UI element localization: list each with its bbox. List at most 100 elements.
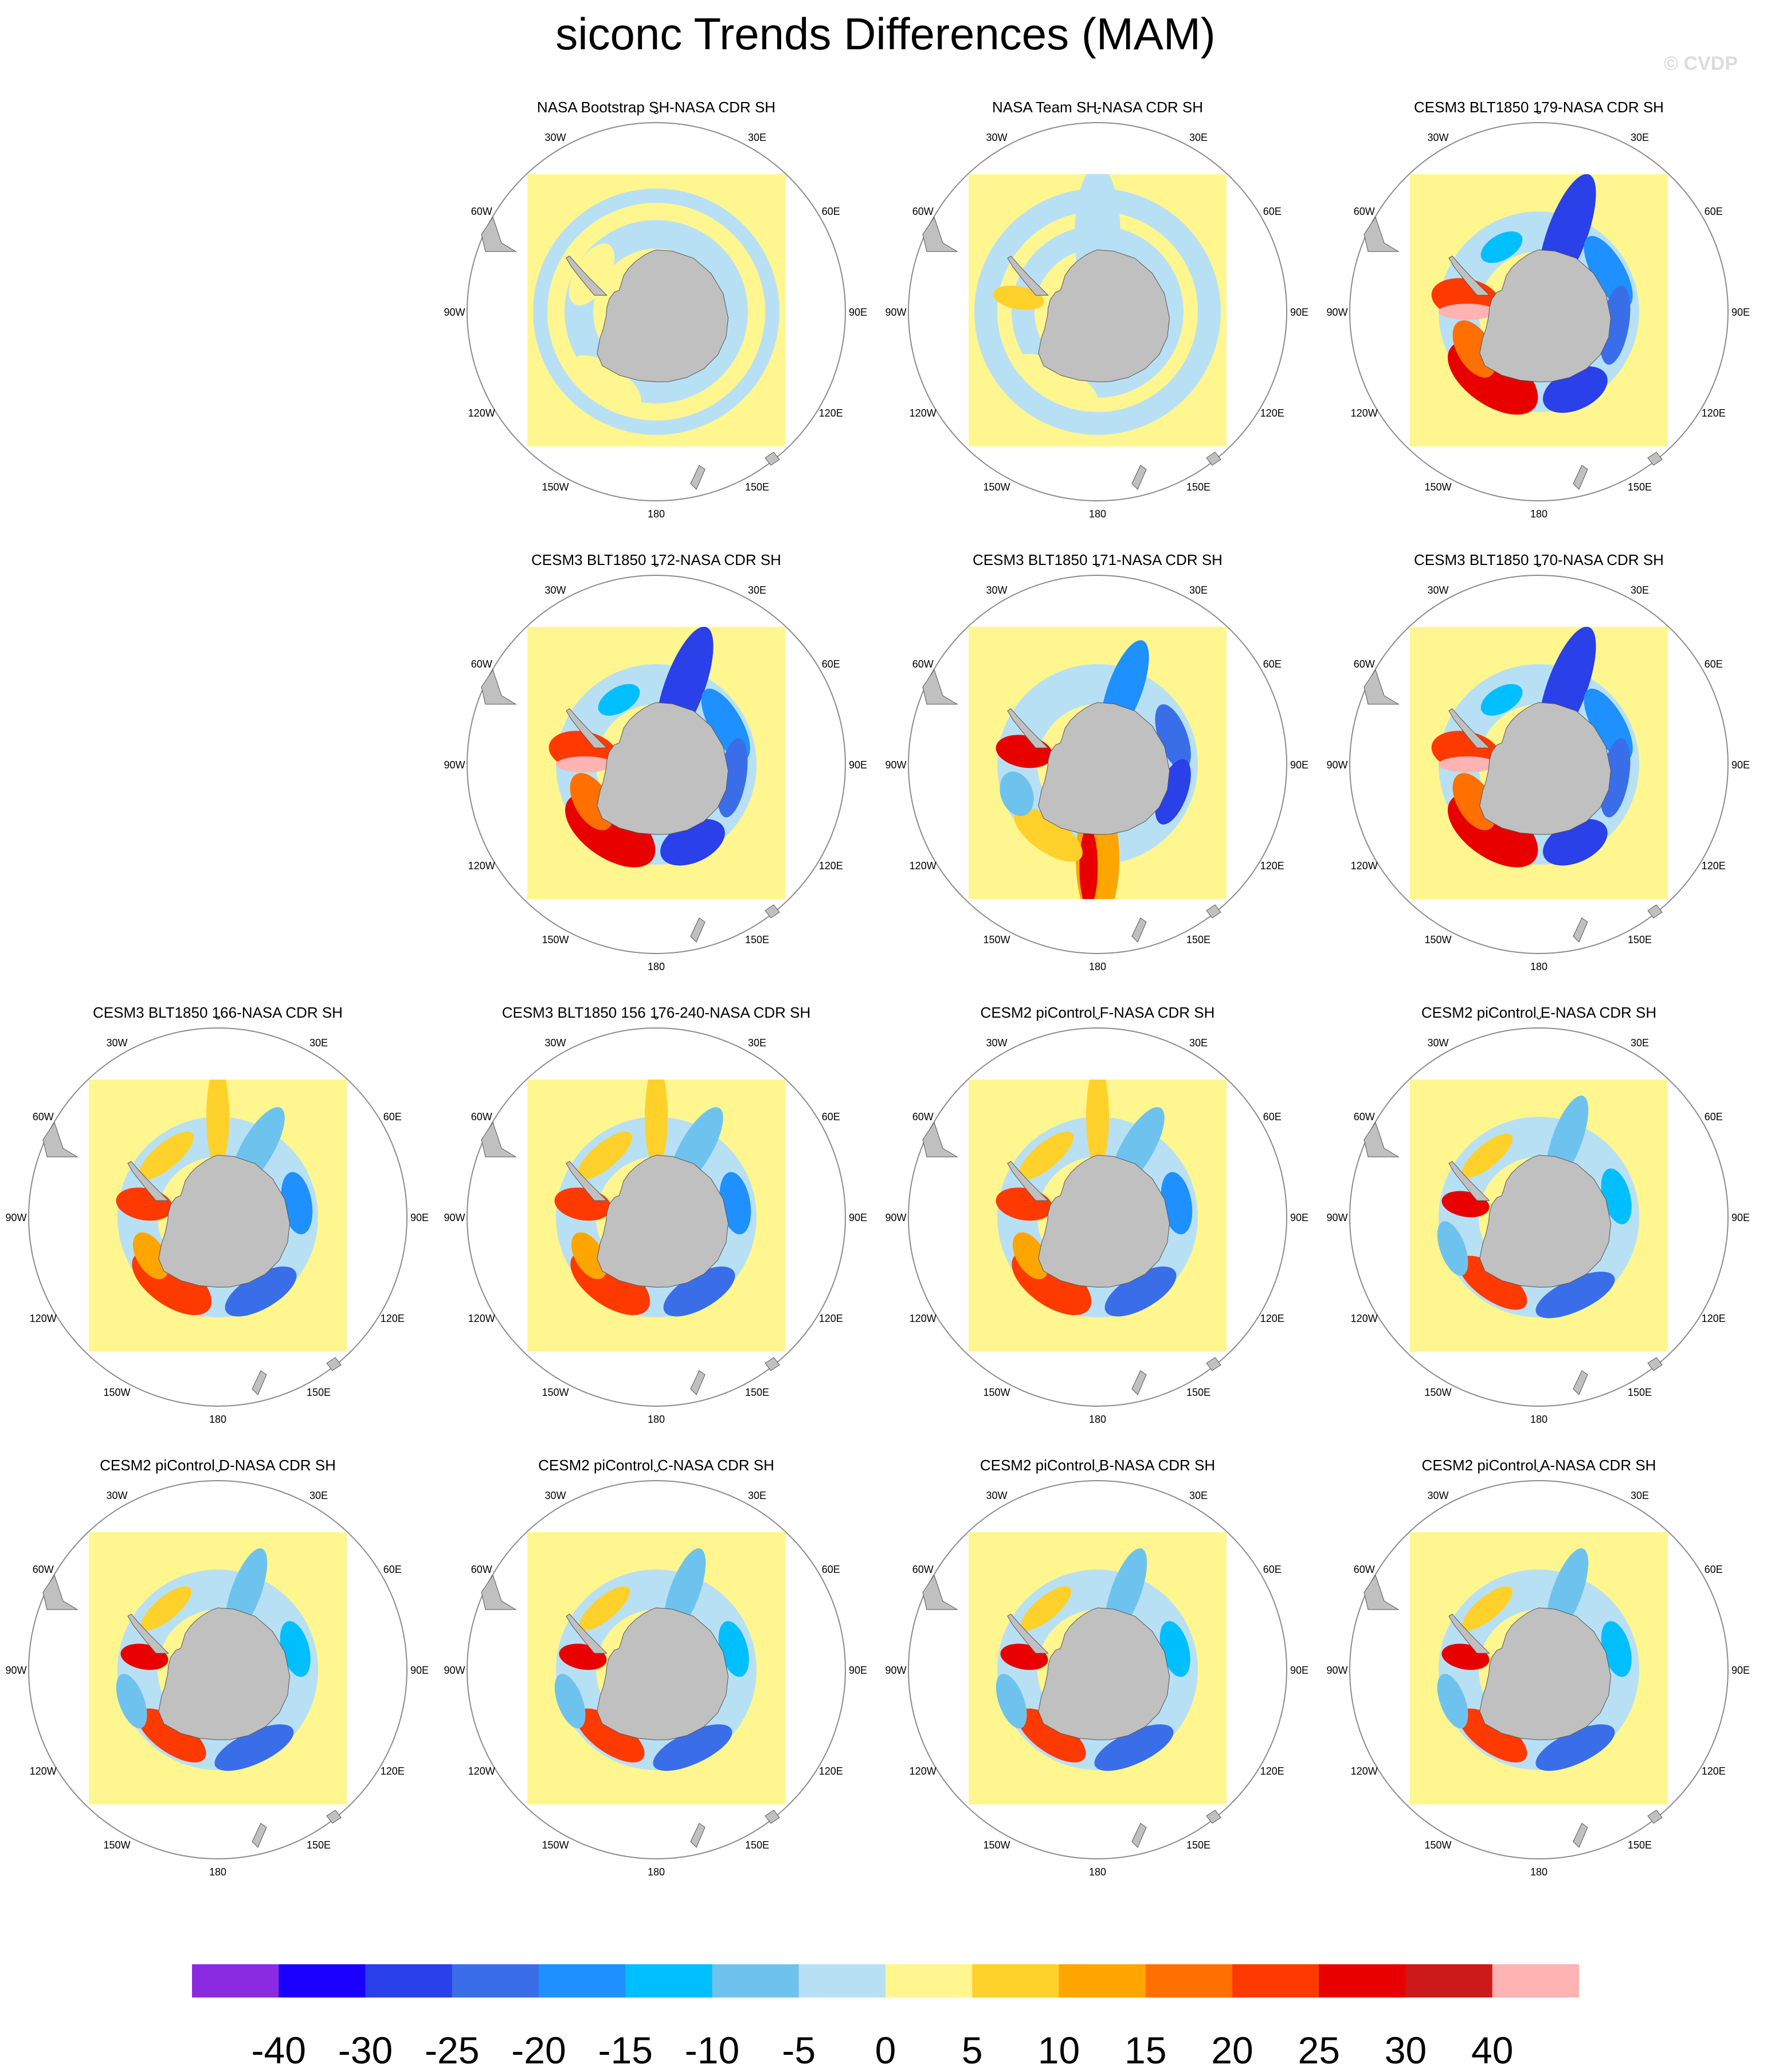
new-zealand-landmass bbox=[1573, 917, 1588, 943]
antarctica-landmass bbox=[597, 249, 729, 382]
colorbar-tick-label: -10 bbox=[684, 2029, 740, 2071]
longitude-label: 0 bbox=[653, 564, 659, 569]
longitude-label: 30E bbox=[748, 132, 766, 143]
longitude-label: 0 bbox=[653, 111, 659, 116]
longitude-label: 60E bbox=[1263, 206, 1282, 217]
anomaly-field bbox=[969, 1532, 1227, 1804]
longitude-label: 60E bbox=[383, 1564, 402, 1575]
antarctica-landmass bbox=[597, 702, 729, 835]
longitude-label: 60W bbox=[1354, 658, 1375, 670]
longitude-label: 150E bbox=[745, 481, 769, 493]
antarctic-peninsula bbox=[1448, 1161, 1490, 1201]
longitude-label: 60E bbox=[1263, 1111, 1282, 1123]
antarctic-peninsula bbox=[1007, 256, 1049, 296]
map-panel: CESM2 piControl A-NASA CDR SH0 30E 60E 90E 1… bbox=[1321, 1457, 1757, 1909]
colorbar-tick-label: 10 bbox=[1037, 2029, 1080, 2071]
antarctic-peninsula bbox=[1448, 1614, 1490, 1654]
polar-map: 0 30E 60E 90E 120E 150E 180 150W 120W 90W 60W 30W bbox=[1326, 1017, 1750, 1425]
longitude-label: 90E bbox=[410, 1212, 429, 1223]
colorbar-tick-label: -40 bbox=[251, 2029, 306, 2071]
antarctica-landmass bbox=[1038, 1155, 1170, 1288]
tasmania-landmass bbox=[1206, 904, 1221, 919]
longitude-label: 30W bbox=[1427, 584, 1448, 596]
longitude-label: 0 bbox=[1095, 1469, 1100, 1474]
colorbar-swatch bbox=[712, 1964, 800, 1998]
colorbar-tick-label: 15 bbox=[1124, 2029, 1167, 2071]
tasmania-landmass bbox=[765, 904, 780, 919]
polar-map: 0 30E 60E 90E 120E 150E 180 150W 120W 90W 60W 30W bbox=[885, 564, 1308, 972]
longitude-label: 0 bbox=[1095, 1017, 1100, 1022]
longitude-label: 120E bbox=[1260, 860, 1284, 872]
colorbar-tick-label: 30 bbox=[1384, 2029, 1427, 2071]
new-zealand-landmass bbox=[1131, 1823, 1147, 1848]
tasmania-landmass bbox=[1206, 452, 1221, 466]
longitude-label: 30W bbox=[986, 1037, 1007, 1049]
map-panel: CESM3 BLT1850 166-NASA CDR SH0 30E 60E 90E 1… bbox=[0, 1004, 436, 1457]
antarctica-landmass bbox=[1479, 1607, 1612, 1740]
longitude-label: 180 bbox=[1089, 1414, 1106, 1425]
longitude-label: 30W bbox=[986, 584, 1007, 596]
longitude-label: 0 bbox=[1536, 1469, 1542, 1474]
longitude-label: 150E bbox=[745, 934, 769, 945]
south-america-landmass bbox=[481, 1121, 517, 1157]
antarctic-peninsula bbox=[1007, 708, 1049, 748]
longitude-label: 180 bbox=[648, 508, 665, 520]
map-panel: CESM3 BLT1850 170-NASA CDR SH0 30E 60E 90E 1… bbox=[1321, 551, 1757, 1004]
longitude-label: 30W bbox=[106, 1490, 127, 1501]
map-panel: CESM3 BLT1850 172-NASA CDR SH0 30E 60E 90E 1… bbox=[438, 551, 874, 1004]
longitude-label: 30W bbox=[544, 1037, 566, 1049]
longitude-label: 180 bbox=[1530, 508, 1547, 520]
south-america-landmass bbox=[1363, 1121, 1400, 1157]
colorbar-tick-label: 5 bbox=[961, 2029, 983, 2071]
new-zealand-landmass bbox=[1573, 465, 1588, 490]
polar-map: 0 30E 60E 90E 120E 150E 180 150W 120W 90W 60W 30W bbox=[1326, 564, 1750, 972]
south-america-landmass bbox=[1363, 669, 1400, 705]
longitude-label: 30W bbox=[544, 132, 566, 143]
longitude-label: 150W bbox=[1424, 1387, 1451, 1398]
longitude-label: 150W bbox=[1424, 1839, 1451, 1851]
longitude-label: 60E bbox=[1705, 658, 1723, 670]
polar-map: 0 30E 60E 90E 120E 150E 180 150W 120W 90W 60W 30W bbox=[5, 1469, 429, 1878]
longitude-label: 120E bbox=[1702, 860, 1726, 872]
longitude-label: 30E bbox=[748, 1037, 766, 1049]
longitude-label: 60W bbox=[33, 1564, 54, 1575]
colorbar-swatch bbox=[539, 1964, 626, 1998]
new-zealand-landmass bbox=[690, 917, 706, 943]
antarctic-peninsula bbox=[1448, 708, 1490, 748]
longitude-label: 30W bbox=[106, 1037, 127, 1049]
longitude-label: 120W bbox=[1351, 1765, 1378, 1777]
anomaly-field bbox=[1410, 174, 1668, 446]
colorbar-swatch bbox=[972, 1964, 1059, 1998]
longitude-label: 60E bbox=[1263, 658, 1282, 670]
south-america-landmass bbox=[42, 1574, 79, 1610]
longitude-label: 90E bbox=[410, 1665, 429, 1676]
longitude-label: 0 bbox=[653, 1017, 659, 1022]
longitude-label: 60E bbox=[822, 1111, 840, 1123]
longitude-label: 180 bbox=[209, 1866, 226, 1878]
longitude-label: 30E bbox=[1189, 1037, 1208, 1049]
longitude-label: 150E bbox=[745, 1387, 769, 1398]
map-panel: CESM2 piControl E-NASA CDR SH0 30E 60E 90E 1… bbox=[1321, 1004, 1757, 1457]
antarctic-peninsula bbox=[1007, 1614, 1049, 1654]
tasmania-landmass bbox=[1647, 904, 1663, 919]
new-zealand-landmass bbox=[690, 465, 706, 490]
colorbar-swatch bbox=[625, 1964, 712, 1998]
colorbar-tick-label: -5 bbox=[782, 2029, 816, 2071]
antarctic-peninsula bbox=[566, 256, 608, 296]
longitude-label: 90E bbox=[1731, 1212, 1750, 1223]
map-panel: CESM2 piControl B-NASA CDR SH0 30E 60E 90E 1… bbox=[880, 1457, 1315, 1909]
map-panel: CESM3 BLT1850 156 176-240-NASA CDR SH0 30… bbox=[438, 1004, 874, 1457]
longitude-label: 180 bbox=[1530, 961, 1547, 972]
anomaly-field bbox=[1410, 1080, 1668, 1352]
new-zealand-landmass bbox=[690, 1823, 706, 1848]
south-america-landmass bbox=[481, 216, 517, 252]
longitude-label: 120W bbox=[1351, 1313, 1378, 1324]
longitude-label: 150W bbox=[983, 1839, 1010, 1851]
longitude-label: 90W bbox=[885, 1212, 906, 1223]
colorbar-tick-label: -20 bbox=[511, 2029, 566, 2071]
tasmania-landmass bbox=[765, 452, 780, 466]
map-panel: NASA Bootstrap SH-NASA CDR SH0 30E 60E 90E 1… bbox=[438, 99, 874, 551]
antarctica-landmass bbox=[1038, 702, 1170, 835]
longitude-label: 120W bbox=[910, 1765, 937, 1777]
south-america-landmass bbox=[922, 1574, 958, 1610]
